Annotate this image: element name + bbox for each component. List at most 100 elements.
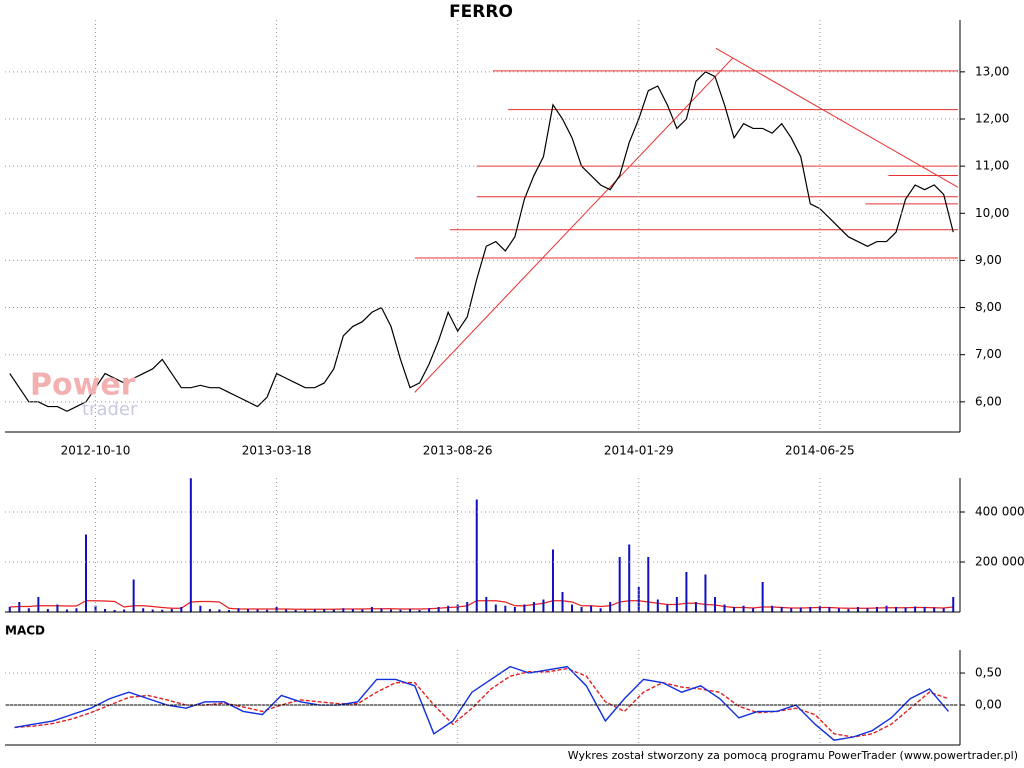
volume-bar <box>409 609 412 612</box>
y-tick-label: 400 000 <box>975 505 1024 519</box>
x-tick-label: 2013-08-26 <box>423 444 493 458</box>
price-line <box>9 71 954 412</box>
volume-bar <box>694 602 697 612</box>
volume-bar <box>123 609 126 612</box>
volume-bar <box>571 604 574 612</box>
volume-bar <box>370 607 373 612</box>
volume-bar <box>132 579 135 612</box>
volume-bar <box>790 608 793 612</box>
watermark: trader <box>82 399 138 420</box>
volume-bar <box>247 609 250 612</box>
volume-bar <box>704 574 707 612</box>
volume-bar <box>208 609 211 612</box>
trend-line <box>414 57 734 393</box>
volume-bar <box>647 557 650 612</box>
volume-bar <box>923 607 926 612</box>
volume-bar <box>313 609 316 612</box>
volume-bar <box>733 607 736 612</box>
volume-bar <box>685 572 688 612</box>
volume-bar <box>609 602 612 612</box>
volume-bar <box>56 604 59 612</box>
volume-bar <box>780 607 783 612</box>
volume-bar <box>113 610 116 612</box>
y-tick-label: 200 000 <box>975 555 1024 569</box>
volume-bar <box>561 592 564 612</box>
x-tick-label: 2014-01-29 <box>604 444 674 458</box>
volume-bar <box>809 607 812 612</box>
volume-bar <box>895 607 898 612</box>
y-tick-label: 6,00 <box>975 394 1002 408</box>
volume-bar <box>818 605 821 612</box>
volume-bar <box>866 608 869 612</box>
volume-bar <box>418 610 421 612</box>
volume-bar <box>399 609 402 612</box>
volume-bar <box>828 607 831 612</box>
volume-bar <box>761 582 764 612</box>
volume-bar <box>142 608 145 612</box>
volume-bar <box>475 499 478 612</box>
volume-bar <box>447 605 450 612</box>
volume-bar <box>752 608 755 612</box>
volume-bar <box>285 609 288 612</box>
y-tick-label: 0,50 <box>975 666 1002 680</box>
volume-bar <box>332 609 335 612</box>
volume-bar <box>532 602 535 612</box>
volume-bar <box>304 609 307 612</box>
volume-bar <box>380 608 383 612</box>
volume-bar <box>590 605 593 612</box>
volume-bar <box>342 608 345 612</box>
macd-line <box>14 665 950 741</box>
volume-bar <box>18 602 21 612</box>
volume-bar <box>237 608 240 612</box>
footer: Wykres został stworzony za pomocą progra… <box>568 749 1018 762</box>
volume-bar <box>8 607 11 612</box>
x-tick-label: 2012-10-10 <box>61 444 131 458</box>
volume-bar <box>713 597 716 612</box>
watermark: Power <box>30 368 136 403</box>
volume-bar <box>37 597 40 612</box>
volume-bar <box>494 604 497 612</box>
volume-bar <box>456 604 459 612</box>
volume-bar <box>628 544 631 612</box>
volume-bar <box>513 607 516 612</box>
volume-bar <box>428 608 431 612</box>
volume-bar <box>856 607 859 612</box>
volume-bar <box>742 605 745 612</box>
volume-bar <box>294 610 297 612</box>
volume-bar <box>361 609 364 612</box>
volume-bar <box>580 607 583 612</box>
volume-bar <box>151 609 154 612</box>
volume-bar <box>666 604 669 612</box>
y-tick-label: 12,00 <box>975 111 1009 125</box>
volume-bar <box>437 607 440 612</box>
volume-bar <box>523 604 526 612</box>
volume-bar <box>65 609 68 612</box>
volume-bar <box>904 607 907 612</box>
volume-bar <box>942 608 945 612</box>
y-tick-label: 9,00 <box>975 253 1002 267</box>
volume-bar <box>656 599 659 612</box>
volume-bar <box>542 599 545 612</box>
volume-bar <box>837 608 840 612</box>
volume-bar <box>94 605 97 612</box>
volume-bar <box>323 609 326 612</box>
volume-bar <box>675 597 678 612</box>
trend-line <box>715 47 959 188</box>
y-tick-label: 13,00 <box>975 64 1009 78</box>
y-tick-label: 0,00 <box>975 698 1002 712</box>
x-tick-label: 2014-06-25 <box>785 444 855 458</box>
volume-bar <box>637 587 640 612</box>
volume-bar <box>485 597 488 612</box>
volume-bar <box>933 607 936 612</box>
volume-bar <box>266 609 269 612</box>
volume-bar <box>189 478 192 612</box>
volume-bar <box>27 608 30 612</box>
volume-bar <box>466 602 469 612</box>
volume-bar <box>723 604 726 612</box>
volume-bar <box>952 597 955 612</box>
volume-bar <box>180 607 183 612</box>
panel-title: MACD <box>5 624 45 638</box>
y-tick-label: 8,00 <box>975 300 1002 314</box>
volume-bar <box>875 607 878 612</box>
volume-bar <box>275 607 278 612</box>
